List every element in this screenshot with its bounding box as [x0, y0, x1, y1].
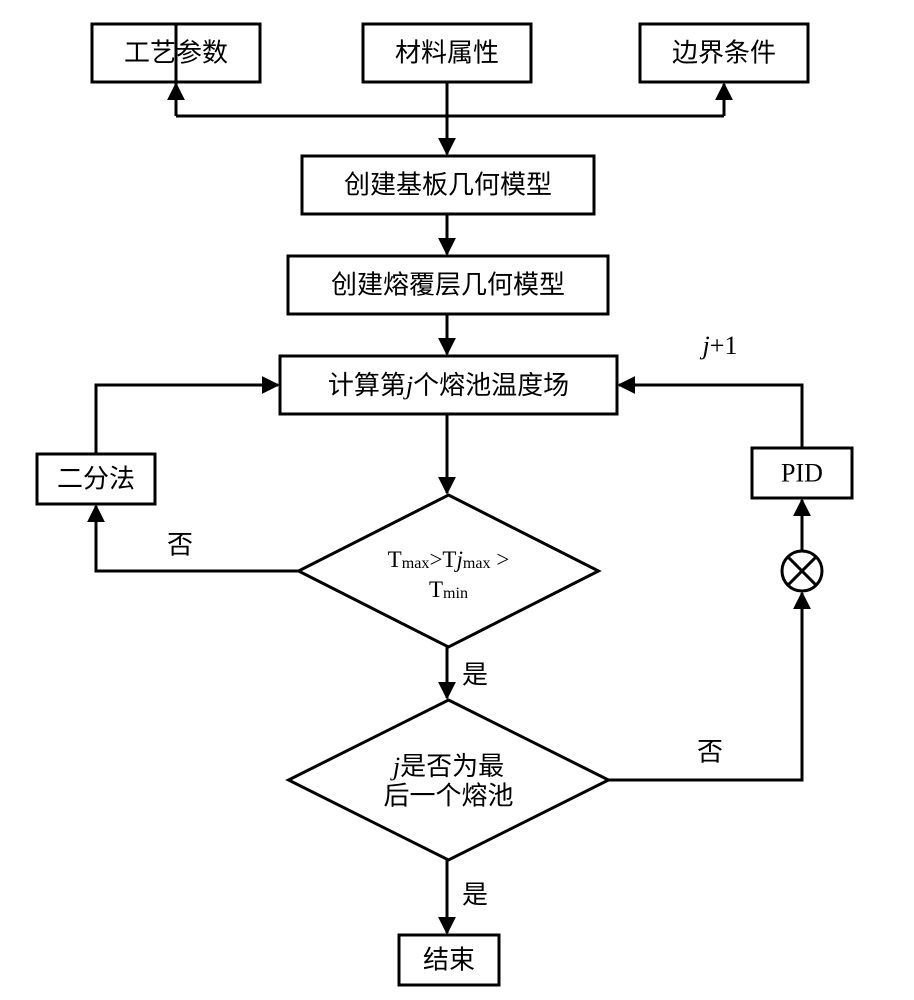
node-bisect-label: 二分法	[57, 465, 135, 494]
edge	[96, 506, 299, 571]
node-step1-label: 创建基板几何模型	[344, 171, 552, 200]
node-step3-label: 计算第j个熔池温度场	[328, 371, 569, 400]
edge	[96, 385, 278, 454]
node-top3-label: 边界条件	[672, 39, 776, 68]
decision-d2-line2: 后一个熔池	[383, 782, 513, 811]
node-top2-label: 材料属性	[395, 39, 499, 68]
label-d1-yes: 是	[462, 661, 488, 690]
decision-d2-line1: j是否为最	[390, 752, 504, 781]
node-step2-label: 创建熔覆层几何模型	[331, 271, 565, 300]
node-end-label: 结束	[423, 946, 475, 975]
node-pid-label: PID	[781, 459, 823, 488]
label-jplus1: j+1	[700, 331, 738, 360]
edge	[619, 385, 802, 448]
label-d2-no: 否	[697, 738, 723, 767]
label-d2-yes: 是	[462, 881, 488, 910]
label-d1-no: 否	[167, 531, 193, 560]
